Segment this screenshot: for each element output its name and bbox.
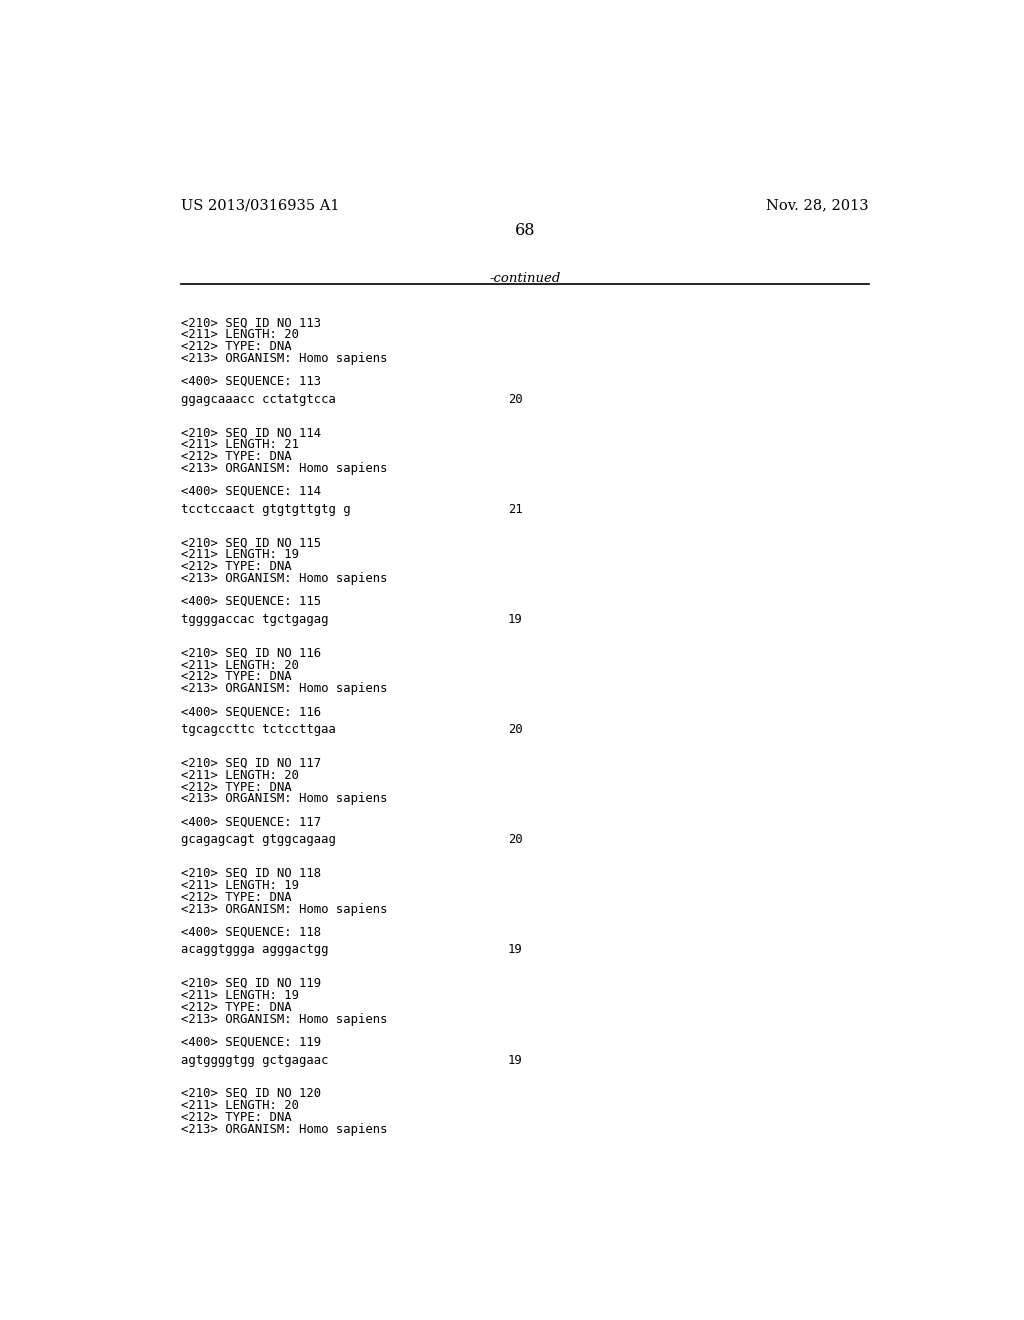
Text: <213> ORGANISM: Homo sapiens: <213> ORGANISM: Homo sapiens bbox=[180, 352, 387, 366]
Text: <212> TYPE: DNA: <212> TYPE: DNA bbox=[180, 1111, 291, 1123]
Text: Nov. 28, 2013: Nov. 28, 2013 bbox=[766, 198, 869, 213]
Text: tcctccaact gtgtgttgtg g: tcctccaact gtgtgttgtg g bbox=[180, 503, 350, 516]
Text: <211> LENGTH: 19: <211> LENGTH: 19 bbox=[180, 879, 299, 892]
Text: 19: 19 bbox=[508, 612, 522, 626]
Text: 20: 20 bbox=[508, 833, 522, 846]
Text: <211> LENGTH: 20: <211> LENGTH: 20 bbox=[180, 768, 299, 781]
Text: <210> SEQ ID NO 115: <210> SEQ ID NO 115 bbox=[180, 536, 321, 549]
Text: 20: 20 bbox=[508, 723, 522, 737]
Text: <212> TYPE: DNA: <212> TYPE: DNA bbox=[180, 891, 291, 904]
Text: acaggtggga agggactgg: acaggtggga agggactgg bbox=[180, 944, 329, 957]
Text: <210> SEQ ID NO 117: <210> SEQ ID NO 117 bbox=[180, 756, 321, 770]
Text: <212> TYPE: DNA: <212> TYPE: DNA bbox=[180, 561, 291, 573]
Text: <213> ORGANISM: Homo sapiens: <213> ORGANISM: Homo sapiens bbox=[180, 1123, 387, 1135]
Text: US 2013/0316935 A1: US 2013/0316935 A1 bbox=[180, 198, 339, 213]
Text: <400> SEQUENCE: 114: <400> SEQUENCE: 114 bbox=[180, 484, 321, 498]
Text: <400> SEQUENCE: 113: <400> SEQUENCE: 113 bbox=[180, 375, 321, 388]
Text: <212> TYPE: DNA: <212> TYPE: DNA bbox=[180, 341, 291, 354]
Text: gcagagcagt gtggcagaag: gcagagcagt gtggcagaag bbox=[180, 833, 336, 846]
Text: <400> SEQUENCE: 118: <400> SEQUENCE: 118 bbox=[180, 925, 321, 939]
Text: <213> ORGANISM: Homo sapiens: <213> ORGANISM: Homo sapiens bbox=[180, 903, 387, 916]
Text: -continued: -continued bbox=[489, 272, 560, 285]
Text: <212> TYPE: DNA: <212> TYPE: DNA bbox=[180, 450, 291, 463]
Text: <210> SEQ ID NO 114: <210> SEQ ID NO 114 bbox=[180, 426, 321, 440]
Text: <210> SEQ ID NO 116: <210> SEQ ID NO 116 bbox=[180, 647, 321, 660]
Text: <400> SEQUENCE: 119: <400> SEQUENCE: 119 bbox=[180, 1035, 321, 1048]
Text: tgcagccttc tctccttgaa: tgcagccttc tctccttgaa bbox=[180, 723, 336, 737]
Text: <211> LENGTH: 20: <211> LENGTH: 20 bbox=[180, 1100, 299, 1111]
Text: agtggggtgg gctgagaac: agtggggtgg gctgagaac bbox=[180, 1053, 329, 1067]
Text: <400> SEQUENCE: 115: <400> SEQUENCE: 115 bbox=[180, 595, 321, 609]
Text: <400> SEQUENCE: 116: <400> SEQUENCE: 116 bbox=[180, 705, 321, 718]
Text: <213> ORGANISM: Homo sapiens: <213> ORGANISM: Homo sapiens bbox=[180, 682, 387, 696]
Text: <212> TYPE: DNA: <212> TYPE: DNA bbox=[180, 1001, 291, 1014]
Text: <210> SEQ ID NO 119: <210> SEQ ID NO 119 bbox=[180, 977, 321, 990]
Text: <211> LENGTH: 19: <211> LENGTH: 19 bbox=[180, 548, 299, 561]
Text: 68: 68 bbox=[514, 222, 536, 239]
Text: <210> SEQ ID NO 120: <210> SEQ ID NO 120 bbox=[180, 1088, 321, 1100]
Text: <212> TYPE: DNA: <212> TYPE: DNA bbox=[180, 780, 291, 793]
Text: 19: 19 bbox=[508, 1053, 522, 1067]
Text: <211> LENGTH: 20: <211> LENGTH: 20 bbox=[180, 659, 299, 672]
Text: <400> SEQUENCE: 117: <400> SEQUENCE: 117 bbox=[180, 816, 321, 828]
Text: <210> SEQ ID NO 118: <210> SEQ ID NO 118 bbox=[180, 867, 321, 880]
Text: <213> ORGANISM: Homo sapiens: <213> ORGANISM: Homo sapiens bbox=[180, 573, 387, 585]
Text: <211> LENGTH: 21: <211> LENGTH: 21 bbox=[180, 438, 299, 451]
Text: 20: 20 bbox=[508, 393, 522, 405]
Text: <213> ORGANISM: Homo sapiens: <213> ORGANISM: Homo sapiens bbox=[180, 462, 387, 475]
Text: <212> TYPE: DNA: <212> TYPE: DNA bbox=[180, 671, 291, 684]
Text: <213> ORGANISM: Homo sapiens: <213> ORGANISM: Homo sapiens bbox=[180, 1012, 387, 1026]
Text: <213> ORGANISM: Homo sapiens: <213> ORGANISM: Homo sapiens bbox=[180, 792, 387, 805]
Text: <211> LENGTH: 20: <211> LENGTH: 20 bbox=[180, 329, 299, 341]
Text: ggagcaaacc cctatgtcca: ggagcaaacc cctatgtcca bbox=[180, 393, 336, 405]
Text: tggggaccac tgctgagag: tggggaccac tgctgagag bbox=[180, 612, 329, 626]
Text: 21: 21 bbox=[508, 503, 522, 516]
Text: <211> LENGTH: 19: <211> LENGTH: 19 bbox=[180, 989, 299, 1002]
Text: <210> SEQ ID NO 113: <210> SEQ ID NO 113 bbox=[180, 317, 321, 329]
Text: 19: 19 bbox=[508, 944, 522, 957]
